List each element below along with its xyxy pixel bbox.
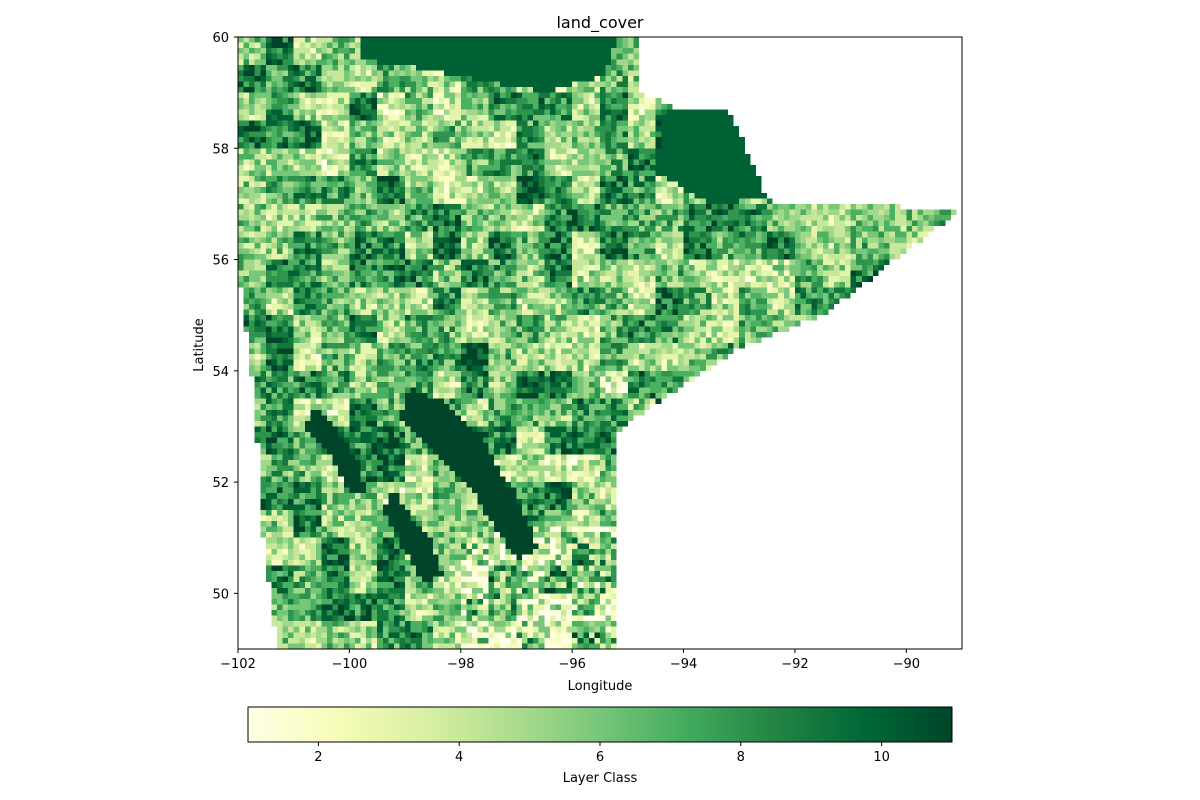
x-tick-label: −94	[670, 657, 697, 672]
colorbar-tick-label: 8	[737, 750, 745, 765]
y-tick-label: 50	[212, 587, 229, 602]
x-tick-label: −98	[447, 657, 474, 672]
axes-frame	[237, 36, 963, 650]
x-tick-label: −102	[220, 657, 256, 672]
y-tick-label: 58	[212, 142, 229, 157]
y-axis-ticks: 50 52 54 56 58 60	[212, 31, 238, 602]
map-title: land_cover	[556, 13, 643, 33]
x-tick-label: −100	[332, 657, 368, 672]
colorbar-gradient	[247, 706, 953, 743]
colorbar-ticks: 2 4 6 8 10	[314, 742, 890, 765]
x-axis-ticks: −102 −100 −98 −96 −94 −92 −90	[220, 649, 920, 672]
y-tick-label: 56	[212, 254, 229, 269]
x-tick-label: −96	[558, 657, 585, 672]
colorbar-label: Layer Class	[563, 771, 638, 786]
y-tick-label: 54	[212, 365, 229, 380]
land-cover-raster	[238, 37, 962, 649]
colorbar-tick-label: 6	[596, 750, 604, 765]
x-axis-label: Longitude	[568, 679, 633, 694]
colorbar-tick-label: 4	[455, 750, 463, 765]
y-tick-label: 60	[212, 31, 229, 46]
colorbar: 2 4 6 8 10	[247, 706, 953, 765]
y-tick-label: 52	[212, 476, 229, 491]
x-tick-label: −90	[893, 657, 920, 672]
x-tick-label: −92	[781, 657, 808, 672]
land-cover-grid-image	[238, 37, 962, 649]
y-axis-label: Latitude	[192, 318, 207, 372]
colorbar-tick-label: 2	[314, 750, 322, 765]
colorbar-tick-label: 10	[873, 750, 890, 765]
map-axes: −102 −100 −98 −96 −94 −92 −90 50 52 54 56 58 60	[212, 31, 963, 672]
